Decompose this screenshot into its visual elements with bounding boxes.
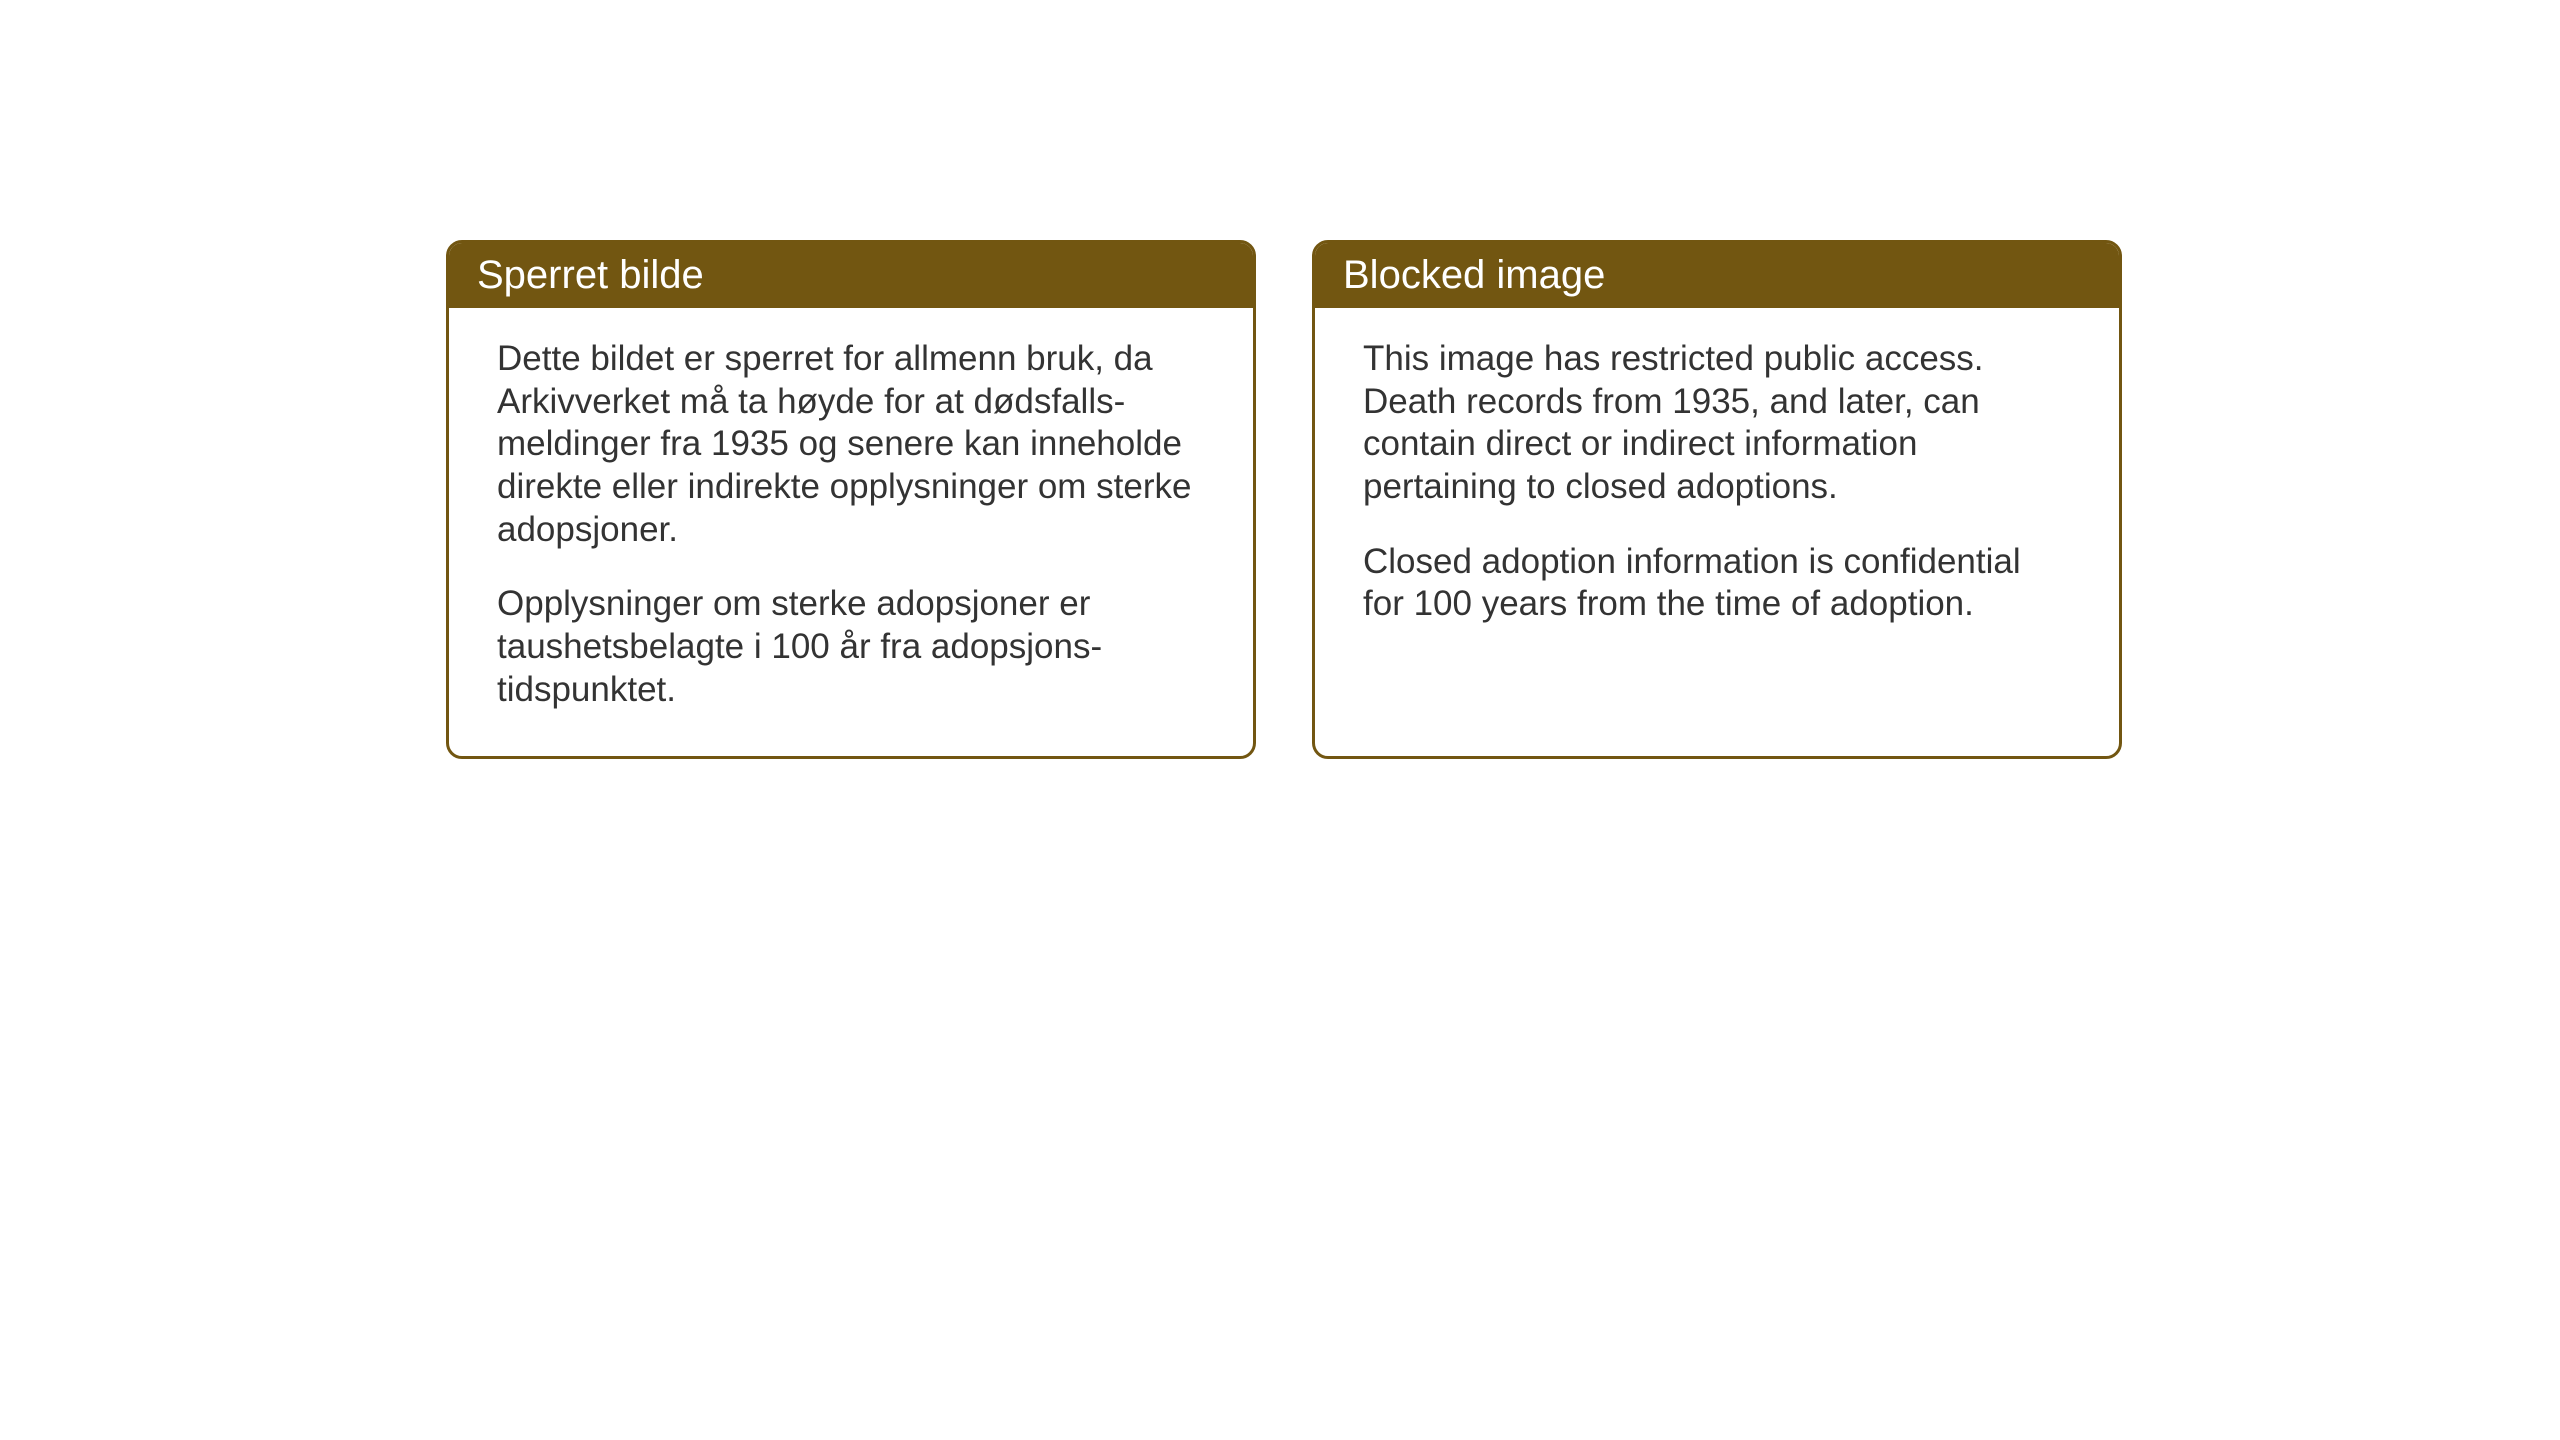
english-paragraph-2: Closed adoption information is confident… bbox=[1363, 541, 2071, 626]
norwegian-notice-card: Sperret bilde Dette bildet er sperret fo… bbox=[446, 240, 1256, 759]
english-card-body: This image has restricted public access.… bbox=[1315, 308, 2119, 670]
norwegian-paragraph-2: Opplysninger om sterke adopsjoner er tau… bbox=[497, 583, 1205, 711]
english-paragraph-1: This image has restricted public access.… bbox=[1363, 338, 2071, 509]
norwegian-paragraph-1: Dette bildet er sperret for allmenn bruk… bbox=[497, 338, 1205, 551]
norwegian-card-title: Sperret bilde bbox=[449, 243, 1253, 308]
norwegian-card-body: Dette bildet er sperret for allmenn bruk… bbox=[449, 308, 1253, 756]
notice-container: Sperret bilde Dette bildet er sperret fo… bbox=[446, 240, 2122, 759]
english-card-title: Blocked image bbox=[1315, 243, 2119, 308]
english-notice-card: Blocked image This image has restricted … bbox=[1312, 240, 2122, 759]
